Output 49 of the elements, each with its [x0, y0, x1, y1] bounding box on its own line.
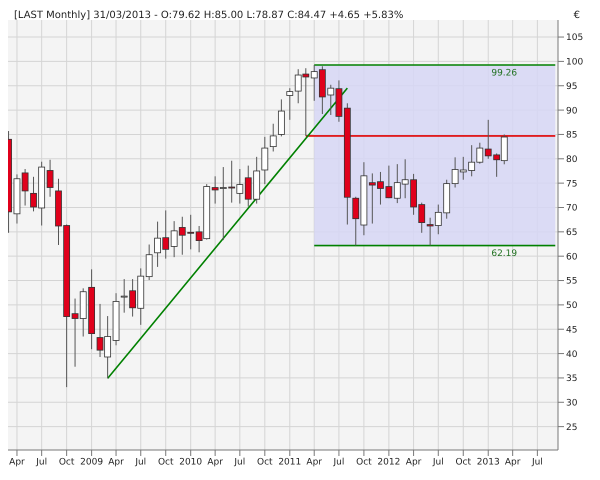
candlestick — [244, 165, 252, 208]
x-tick-label: Apr — [108, 457, 124, 468]
x-tick-label: 2012 — [377, 457, 400, 468]
x-tick-label: Oct — [356, 457, 372, 468]
x-tick-label: Apr — [504, 457, 521, 468]
y-tick-label: 25 — [566, 422, 578, 433]
y-tick-label: 30 — [566, 398, 578, 408]
y-tick-label: 40 — [566, 350, 578, 360]
candlestick — [286, 88, 294, 120]
y-tick-label: 80 — [566, 154, 578, 165]
y-tick-label: 60 — [566, 252, 578, 262]
x-tick-label: Jul — [35, 457, 48, 468]
y-tick-label: 65 — [566, 228, 578, 238]
candlestick — [270, 123, 277, 152]
x-tick-label: 2011 — [278, 457, 302, 468]
y-tick-label: 105 — [566, 33, 584, 44]
y-tick-label: 95 — [566, 82, 578, 92]
y-tick-label: 45 — [566, 325, 578, 336]
y-tick-label: 35 — [566, 374, 578, 384]
x-tick-label: 2013 — [476, 457, 500, 468]
candlestick — [261, 136, 268, 185]
x-tick-label: 2010 — [179, 457, 202, 468]
x-tick-label: Jul — [432, 457, 444, 468]
chart-title: [LAST Monthly] 31/03/2013 - O:79.62 H:85.00 L:78.87 C:84.47 +4.65 +5.83% — [14, 10, 404, 21]
x-tick-label: Jul — [332, 457, 344, 468]
x-tick-label: 2009 — [80, 457, 104, 468]
y-axis-title: € — [574, 10, 580, 21]
x-tick-label: Oct — [158, 457, 174, 468]
candlestick — [146, 244, 153, 281]
x-tick-label: Apr — [9, 457, 26, 468]
y-tick-label: 75 — [566, 179, 578, 190]
x-tick-label: Oct — [257, 457, 274, 468]
annotation: 62.19 — [491, 248, 518, 259]
y-tick-label: 85 — [566, 130, 578, 141]
y-tick-label: 50 — [566, 301, 578, 312]
y-tick-label: 90 — [566, 106, 578, 116]
x-tick-label: Jul — [134, 457, 146, 468]
x-tick-label: Oct — [58, 457, 75, 468]
y-tick-label: 100 — [566, 58, 584, 68]
y-tick-label: 70 — [566, 204, 578, 214]
x-tick-label: Apr — [207, 457, 224, 468]
x-tick-label: Oct — [455, 457, 472, 468]
x-tick-label: Jul — [233, 457, 246, 468]
y-tick-label: 55 — [566, 276, 578, 287]
x-tick-label: Apr — [406, 457, 422, 468]
x-tick-label: Apr — [306, 457, 322, 468]
annotation: 99.26 — [491, 68, 518, 78]
x-tick-label: Jul — [530, 457, 543, 468]
candlestick — [278, 98, 285, 137]
